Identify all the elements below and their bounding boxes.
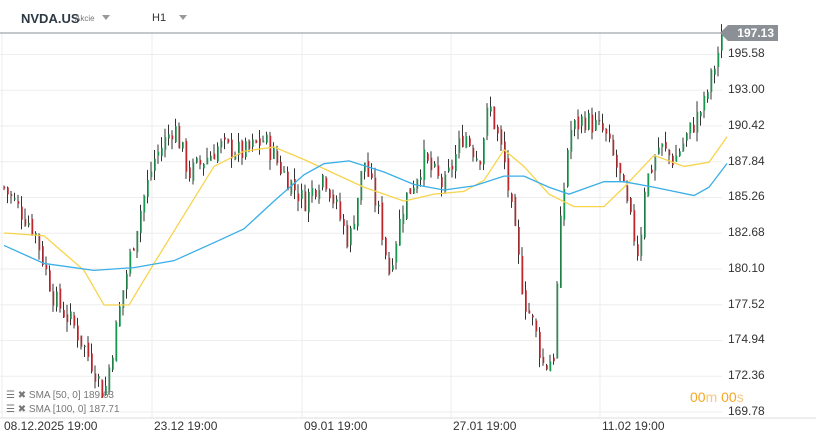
y-tick-label: 177.52 — [728, 296, 765, 311]
x-tick-label: 08.12.2025 19:00 — [4, 419, 98, 433]
x-tick-label: 23.12 19:00 — [154, 419, 218, 433]
legend-label: SMA [50, 0] — [28, 390, 81, 401]
timer-seconds: 00 — [721, 389, 737, 405]
current-price-label: 197.13 — [720, 25, 778, 41]
candle-timer: 00m 00s — [690, 389, 744, 405]
legend-sma100[interactable]: ☰ ✖ SMA [100, 0] 187.71 — [6, 404, 120, 415]
timer-minutes: 00 — [690, 389, 706, 405]
sma100-line — [3, 160, 728, 272]
y-tick-label: 169.78 — [728, 404, 765, 418]
y-tick-label: 182.68 — [728, 225, 765, 240]
y-tick-label: 185.26 — [728, 189, 765, 204]
x-tick-label: 11.02 19:00 — [602, 419, 665, 433]
y-tick-label: 172.36 — [728, 368, 765, 383]
timeframe-dropdown-icon[interactable] — [179, 15, 187, 20]
timeframe-selector[interactable]: H1 — [152, 12, 167, 24]
timer-m-unit: m — [705, 389, 718, 405]
y-tick-label: 187.84 — [728, 153, 765, 168]
symbol-selector[interactable]: NVDA.US — [21, 11, 80, 26]
timer-s-unit: s — [736, 389, 744, 405]
legend-label: SMA [100, 0] — [28, 404, 87, 415]
legend-value: 189.63 — [83, 390, 114, 401]
legend-sma50[interactable]: ☰ ✖ SMA [50, 0] 189.63 — [6, 390, 114, 401]
sma50-line — [3, 136, 728, 306]
y-tick-label: 174.94 — [728, 332, 765, 347]
x-tick-label: 27.01 19:00 — [453, 419, 517, 433]
y-tick-label: 193.00 — [728, 82, 765, 97]
chart-header: NVDA.US Akcie H1 — [0, 0, 816, 32]
y-tick-label: 190.42 — [728, 117, 765, 132]
symbol-dropdown-icon[interactable] — [102, 15, 110, 20]
y-tick-label: 180.10 — [728, 260, 765, 275]
instrument-type: Akcie — [75, 14, 95, 23]
y-tick-label: 195.58 — [728, 46, 765, 61]
legend-value: 187.71 — [88, 404, 120, 415]
x-tick-label: 09.01 19:00 — [304, 419, 368, 433]
